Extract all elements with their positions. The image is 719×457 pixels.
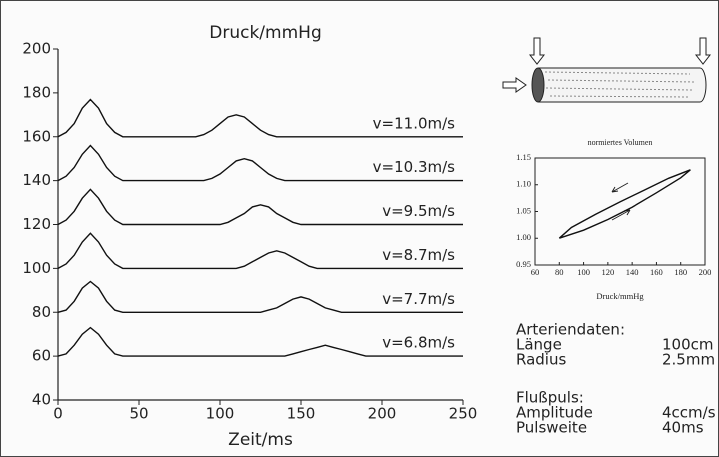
y-tick-label: 80 (32, 303, 51, 321)
series-label: v=10.3m/s (373, 158, 456, 176)
series-line (57, 188, 463, 226)
series-label: v=6.8m/s (382, 334, 455, 352)
info-value: 40ms (662, 419, 704, 437)
info-key: Länge (516, 336, 562, 354)
y-tick-label: 160 (22, 127, 51, 145)
x-axis-label: Zeit/ms (228, 430, 293, 450)
chart-title: normiertes Volumen (588, 138, 653, 147)
series-label: v=11.0m/s (373, 114, 456, 132)
chart-title: Druck/mmHg (209, 23, 321, 43)
x-tick-label: 120 (601, 267, 614, 277)
y-tick-label: 120 (22, 215, 51, 233)
series-label: v=7.7m/s (382, 290, 455, 308)
y-tick-label: 200 (22, 40, 51, 58)
series-line (57, 280, 463, 313)
artery-sketch (502, 37, 712, 103)
info-value: 4ccm/s (662, 404, 716, 422)
info-key: Pulsweite (516, 419, 587, 437)
y-tick-label: 0.95 (516, 259, 531, 269)
x-tick-label: 160 (650, 267, 663, 277)
info-title: Arteriendaten: (516, 321, 625, 339)
x-tick-label: 250 (449, 405, 478, 423)
y-tick-label: 140 (22, 171, 51, 189)
y-tick-label: 1.15 (516, 152, 531, 162)
y-tick-label: 100 (22, 259, 51, 277)
x-tick-label: 60 (531, 267, 540, 277)
x-tick-label: 180 (674, 267, 687, 277)
info-key: Radius (516, 351, 566, 369)
chart: normiertes Volumen Druck/mmHg 60 80 100 120 14… (516, 138, 711, 301)
series-label: v=8.7m/s (382, 246, 455, 264)
series-label: v=9.5m/s (382, 202, 455, 220)
x-tick-label: 80 (555, 267, 564, 277)
y-tick-label: 1.10 (516, 179, 531, 189)
y-tick-label: 1.05 (516, 205, 531, 215)
info-value: 2.5mm (662, 351, 715, 369)
info-key: Amplitude (516, 404, 593, 422)
x-tick-label: 100 (577, 267, 590, 277)
y-tick-label: 40 (32, 391, 51, 409)
chart: Druck/mmHg Zeit/ms 0 50 100 150 200 250 40 60 80 10… (22, 23, 477, 450)
x-tick-label: 200 (368, 405, 397, 423)
x-tick-label: 150 (287, 405, 316, 423)
y-tick-label: 180 (22, 83, 51, 101)
x-tick-label: 100 (206, 405, 235, 423)
x-tick-label: 200 (699, 267, 712, 277)
x-tick-label: 0 (53, 405, 63, 423)
y-tick-label: 60 (32, 347, 51, 365)
x-tick-label: 50 (129, 405, 148, 423)
series-line (57, 144, 463, 182)
series-line (57, 98, 463, 138)
info-title: Flußpuls: (516, 389, 584, 407)
y-tick-label: 1.00 (516, 232, 531, 242)
x-axis-label: Druck/mmHg (596, 291, 644, 301)
series-line (57, 326, 463, 357)
series-line (558, 169, 691, 239)
x-tick-label: 140 (626, 267, 639, 277)
series-line (57, 232, 463, 270)
info-value: 100cm (662, 336, 714, 354)
